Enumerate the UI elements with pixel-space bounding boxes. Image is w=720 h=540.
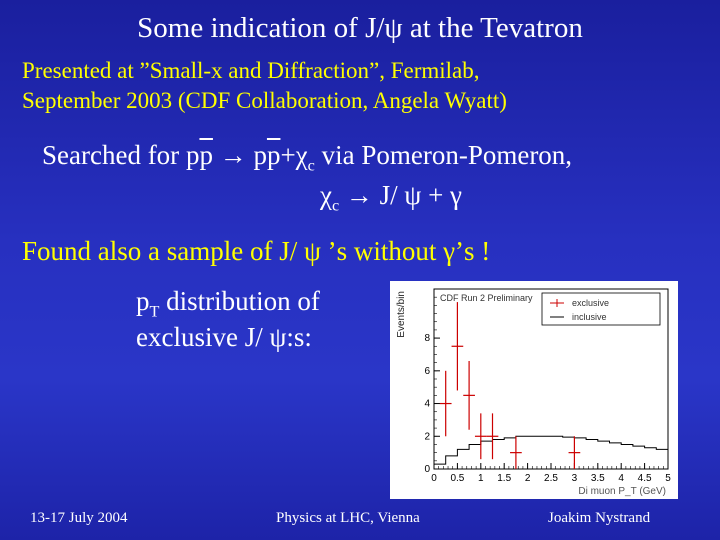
search-decay: χc → J/ ψ + γ xyxy=(320,180,462,215)
x-tick-label: 5 xyxy=(665,473,671,484)
y-tick-label: 0 xyxy=(424,464,430,475)
inclusive-histogram xyxy=(433,435,668,469)
y-tick-label: 6 xyxy=(424,366,430,377)
y-tick-label: 4 xyxy=(424,399,430,410)
x-tick-label: 4 xyxy=(618,473,624,484)
pt-caption-line-2: exclusive J/ ψ:s: xyxy=(136,322,312,352)
y-tick-label: 2 xyxy=(424,431,430,442)
plot-svg: 0 0.5 1 1.5 2 2.5 3 3.5 4 4.5 5 0 2 4 6 8 Di muon P_T (G… xyxy=(396,288,671,497)
x-tick-label: 2 xyxy=(525,473,531,484)
legend-box xyxy=(541,292,661,326)
x-tick-label: 3.5 xyxy=(591,473,605,484)
search-statement: Searched for pp → pp+χc via Pomeron-Pome… xyxy=(42,140,573,175)
x-tick-label: 1.5 xyxy=(497,473,511,484)
footer-date: 13-17 July 2004 xyxy=(30,510,128,526)
legend-exclusive-label: exclusive xyxy=(572,298,609,308)
legend-inclusive-label: inclusive xyxy=(572,312,607,322)
x-tick-label: 1 xyxy=(478,473,484,484)
y-tick-label: 8 xyxy=(424,333,430,344)
x-tick-label: 4.5 xyxy=(638,473,652,484)
slide-title: Some indication of J/ψ at the Tevatron xyxy=(137,12,583,44)
x-axis-label: Di muon P_T (GeV) xyxy=(578,486,666,497)
footer-conference: Physics at LHC, Vienna xyxy=(276,510,420,526)
x-tick-label: 3 xyxy=(572,473,578,484)
x-tick-label: 2.5 xyxy=(544,473,558,484)
footer-author: Joakim Nystrand xyxy=(548,510,651,526)
x-tick-label: 0 xyxy=(431,473,437,484)
pt-distribution-plot: 0 0.5 1 1.5 2 2.5 3 3.5 4 4.5 5 0 2 4 6 8 Di muon P_T (G… xyxy=(390,281,678,499)
found-statement: Found also a sample of J/ ψ ’s without γ… xyxy=(22,236,491,266)
x-tick-label: 0.5 xyxy=(450,473,464,484)
pt-caption-line-1: pT distribution of xyxy=(136,286,320,321)
subtitle-line-2: September 2003 (CDF Collaboration, Angel… xyxy=(22,88,507,113)
y-axis-label: Events/bin xyxy=(396,291,407,338)
subtitle-line-1: Presented at ”Small-x and Diffraction”, … xyxy=(22,58,480,83)
plot-title: CDF Run 2 Preliminary xyxy=(440,293,533,303)
